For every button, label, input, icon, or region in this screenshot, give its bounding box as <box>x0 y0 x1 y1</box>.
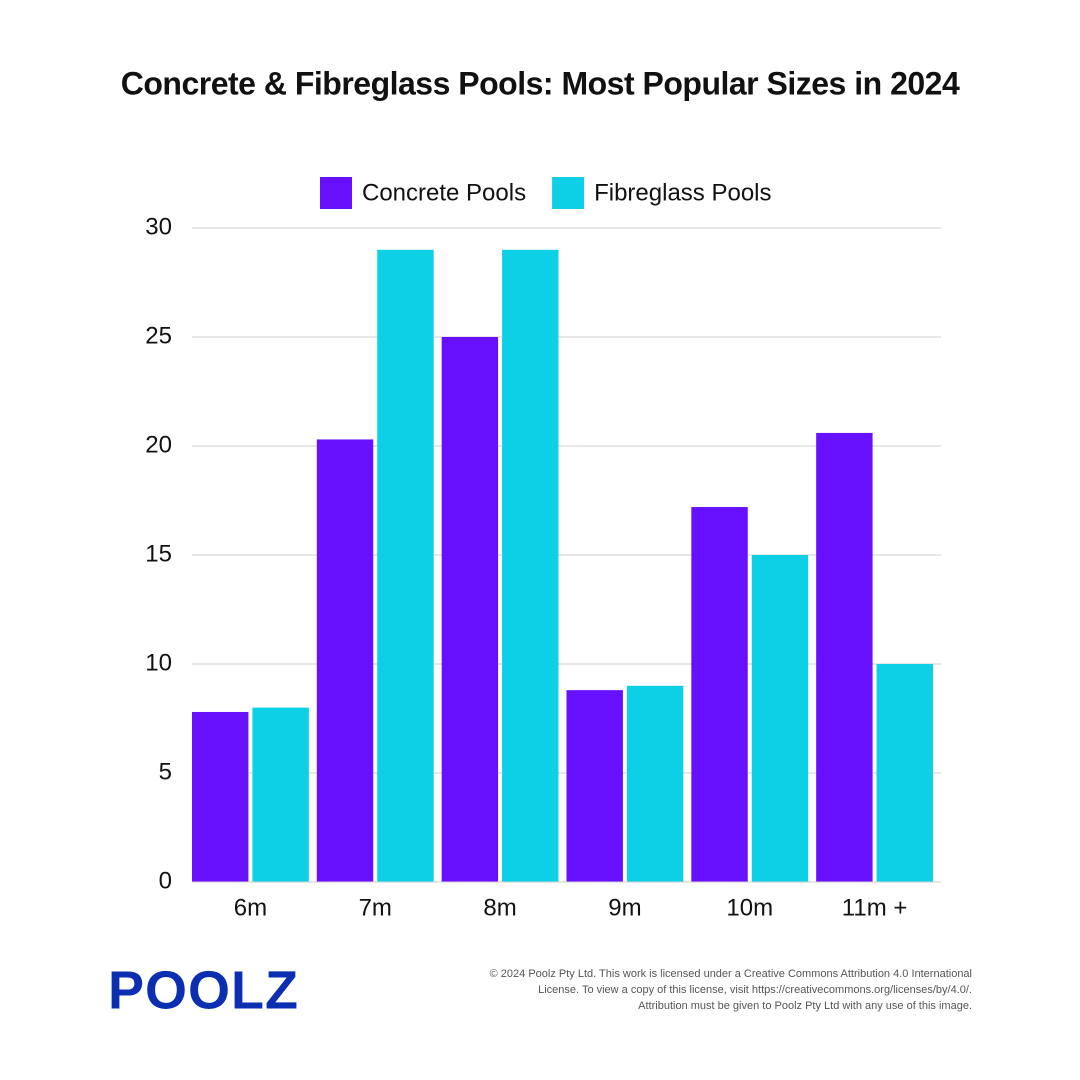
y-tick-label: 10 <box>145 649 172 676</box>
bar <box>316 439 374 882</box>
bar <box>876 664 933 882</box>
legend-swatch <box>552 177 585 209</box>
legend-label: Concrete Pools <box>362 179 526 206</box>
y-tick-label: 5 <box>159 758 172 785</box>
bar <box>751 555 809 882</box>
bar <box>441 337 499 882</box>
y-tick-label: 15 <box>145 540 172 567</box>
legend-label: Fibreglass Pools <box>594 179 771 206</box>
license-text: © 2024 Poolz Pty Ltd. This work is licen… <box>490 968 972 980</box>
x-tick-label: 11m + <box>842 894 908 921</box>
x-tick-label: 10m <box>726 894 773 921</box>
bar <box>566 690 623 882</box>
bar <box>502 249 559 883</box>
x-tick-label: 6m <box>234 894 267 921</box>
license-text: Attribution must be given to Poolz Pty L… <box>638 1000 972 1012</box>
bar <box>192 711 249 882</box>
x-tick-label: 9m <box>608 894 641 921</box>
y-tick-label: 20 <box>145 431 172 458</box>
y-tick-label: 30 <box>145 213 172 240</box>
bar <box>626 685 684 882</box>
bar <box>252 707 309 882</box>
license-text: License. To view a copy of this license,… <box>538 984 972 996</box>
y-tick-label: 0 <box>159 867 172 894</box>
bar <box>691 507 748 882</box>
bar <box>816 432 873 882</box>
x-tick-label: 8m <box>483 894 516 921</box>
logo: POOLZ <box>108 960 299 1020</box>
chart-title: Concrete & Fibreglass Pools: Most Popula… <box>121 65 960 101</box>
x-tick-label: 7m <box>359 894 392 921</box>
bar <box>377 249 434 883</box>
y-tick-label: 25 <box>145 322 172 349</box>
legend-swatch <box>320 177 352 209</box>
